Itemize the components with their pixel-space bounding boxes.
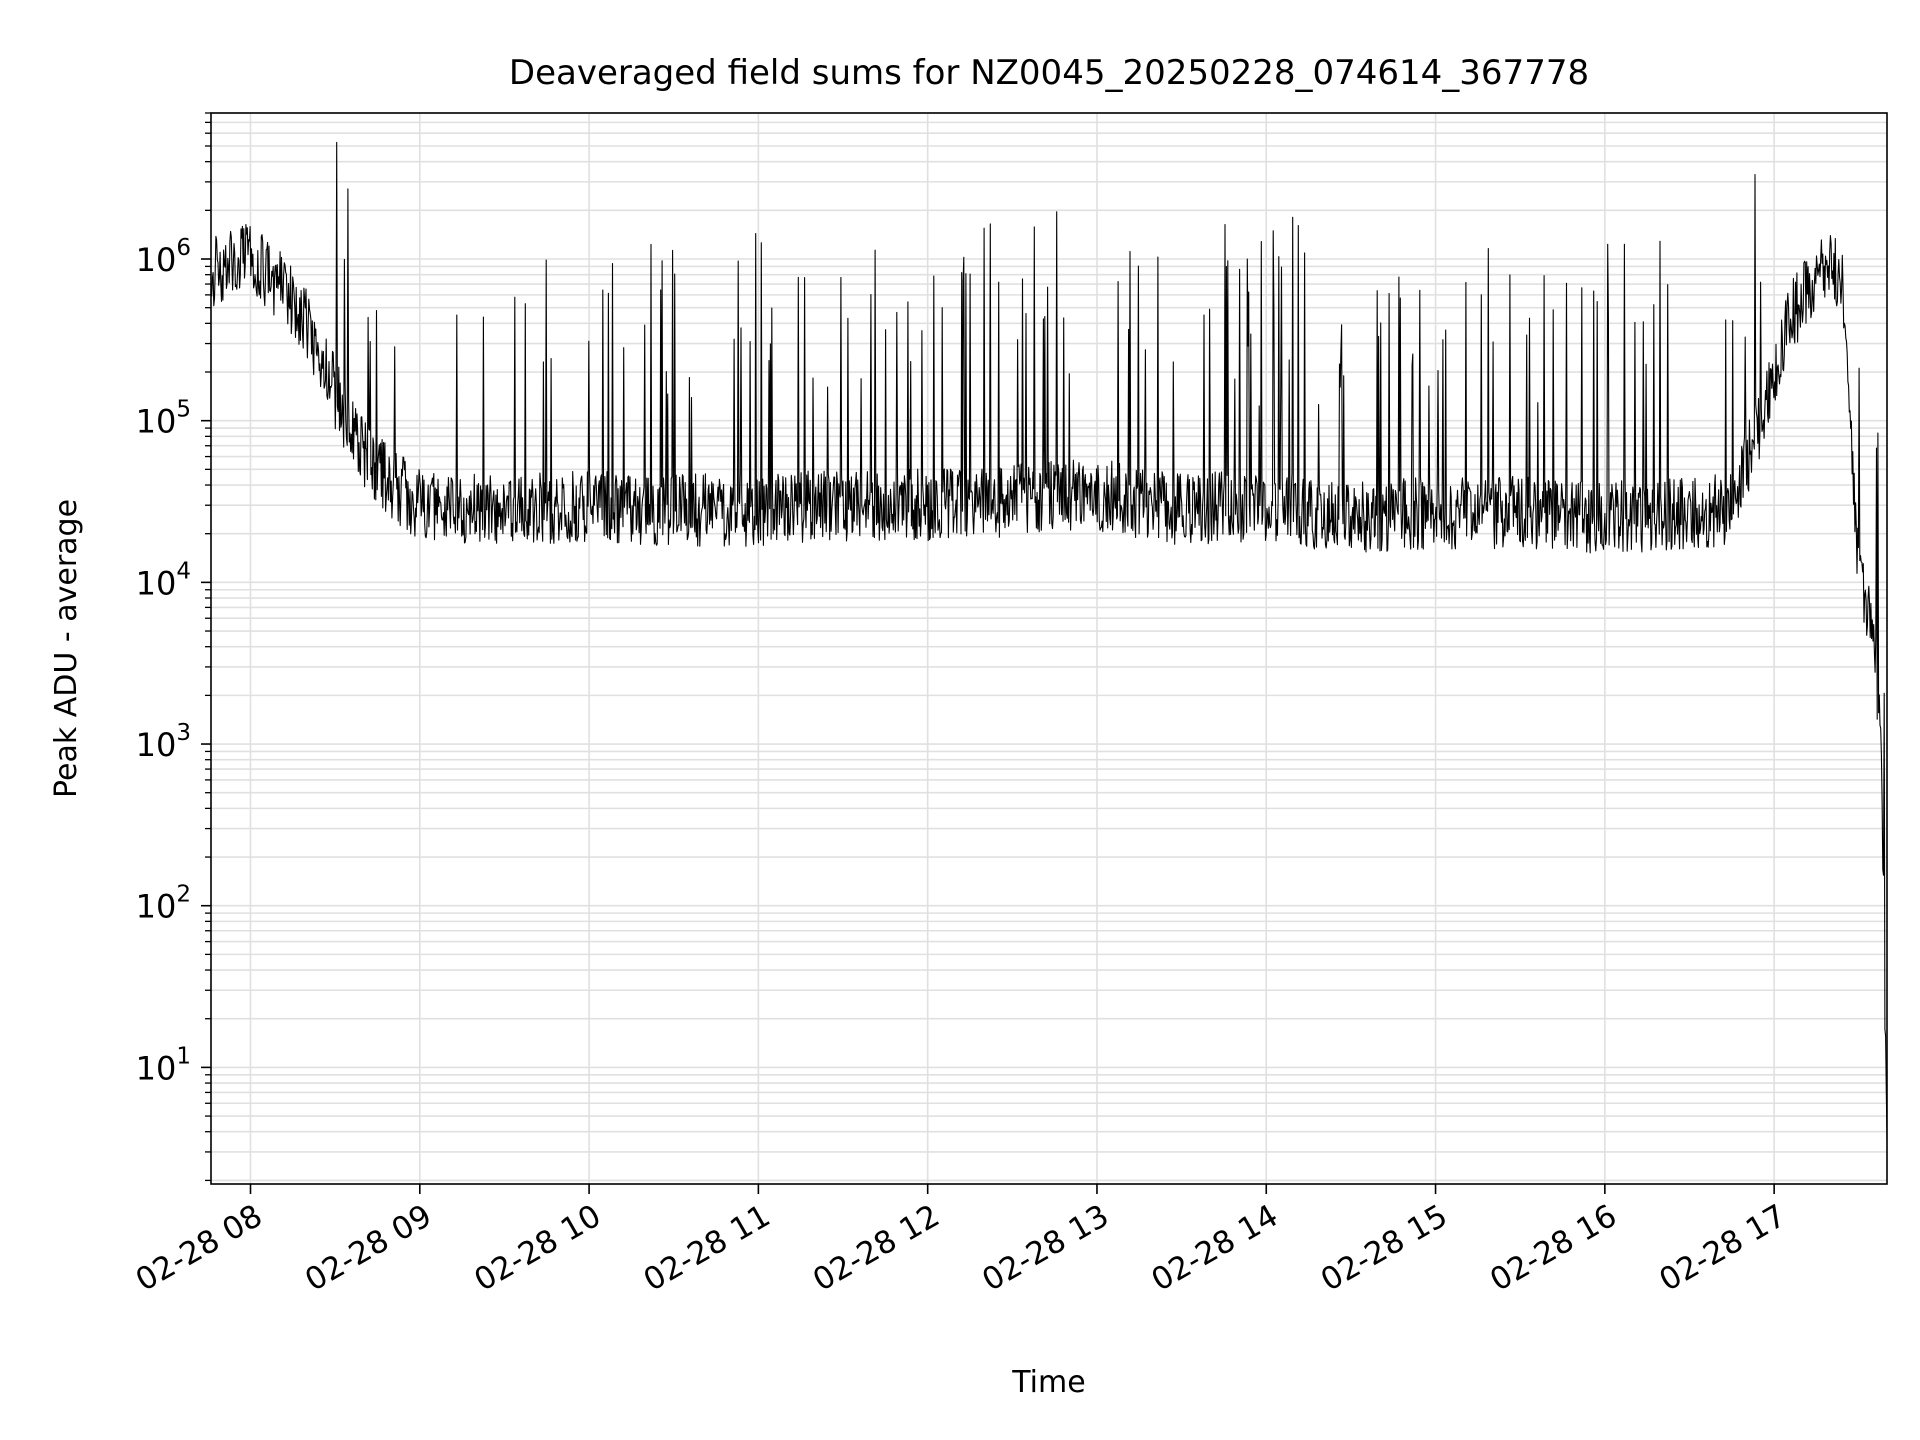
y-tick-label: 105 [136,397,191,441]
y-tick-label: 104 [136,558,191,602]
y-tick-label: 106 [136,235,191,279]
plot-frame [210,112,1888,1185]
y-tick-label: 101 [136,1043,191,1087]
chart-title: Deaveraged field sums for NZ0045_2025022… [509,53,1589,93]
series-line [210,141,1888,1142]
x-axis-label: Time [1011,1365,1085,1400]
y-tick-label: 103 [136,720,191,764]
series-layer [210,141,1888,1142]
y-axis-ticks: 101 102 103 104 105 106 [136,112,211,1182]
y-axis-label: Peak ADU - average [49,499,84,798]
y-tick-label: 102 [136,882,191,926]
